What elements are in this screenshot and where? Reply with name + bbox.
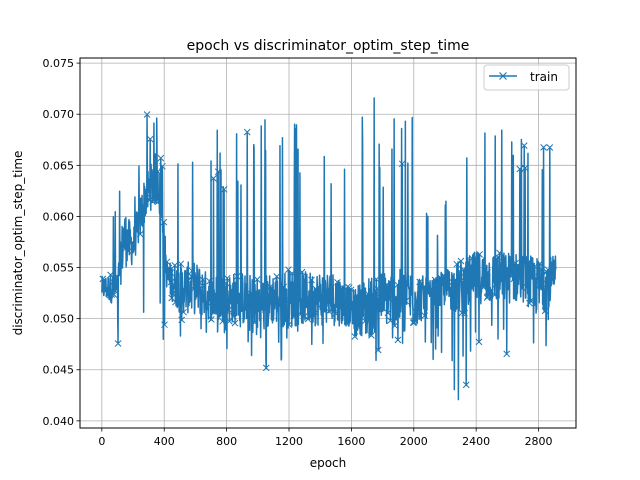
y-axis-label: discriminator_optim_step_time [11,151,25,336]
x-tick-label: 800 [216,435,237,448]
x-axis-label: epoch [310,456,347,470]
y-axis-ticks: 0.040 0.045 0.050 0.055 0.060 0.065 0.070 0.075 [43,57,80,428]
x-tick-label: 2400 [462,435,490,448]
series-markers-train [99,111,554,389]
y-tick-label: 0.055 [43,262,75,275]
legend-box [483,64,570,91]
y-tick-label: 0.045 [43,364,75,377]
y-tick-label: 0.075 [43,57,75,70]
x-tick-label: 1200 [275,435,303,448]
plot-frame [79,57,577,429]
chart-title: epoch vs discriminator_optim_step_time [187,38,470,54]
x-tick-label: 2000 [400,435,428,448]
series-layer [99,97,557,401]
x-tick-label: 2800 [525,435,553,448]
y-tick-label: 0.050 [43,313,75,326]
y-tick-label: 0.070 [43,108,75,121]
x-tick-label: 400 [154,435,175,448]
legend-marker-x-icon [499,72,507,80]
legend-label-train: train [530,70,558,84]
y-tick-label: 0.065 [43,159,75,172]
y-tick-label: 0.060 [43,210,75,223]
x-tick-label: 0 [98,435,105,448]
y-tick-label: 0.040 [43,415,75,428]
x-tick-label: 1600 [337,435,365,448]
x-axis-ticks: 0 400 800 1200 1600 2000 2400 2800 [98,428,553,448]
series-line-train [101,97,557,401]
legend: train [483,64,570,91]
